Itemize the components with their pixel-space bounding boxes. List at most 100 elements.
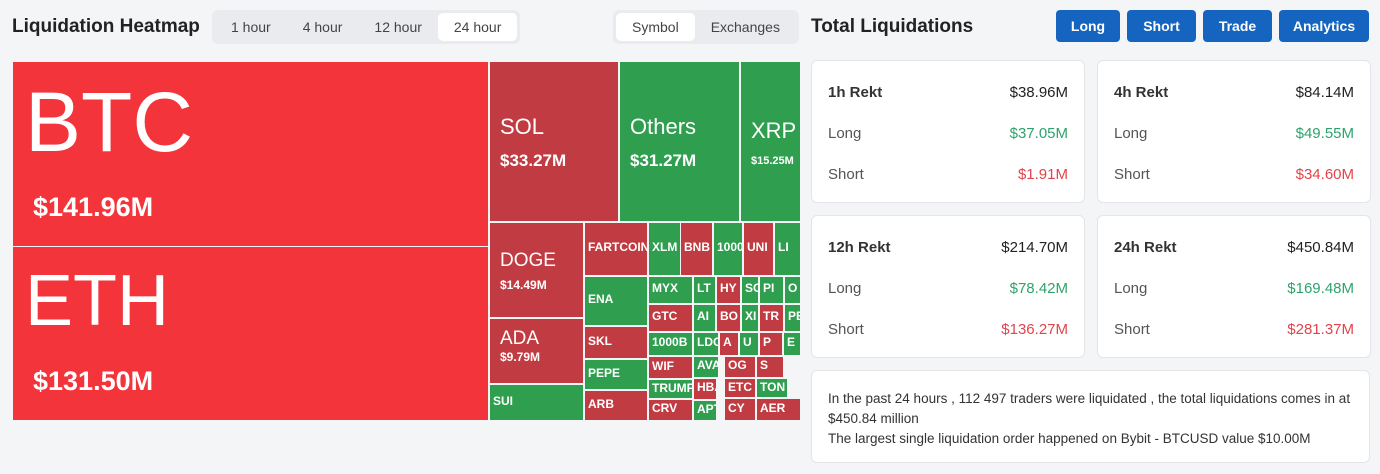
view-tab[interactable]: Exchanges bbox=[710, 19, 780, 35]
note-line: The largest single liquidation order hap… bbox=[828, 431, 1311, 446]
heatmap-tile[interactable]: E bbox=[784, 333, 800, 355]
heatmap-tile[interactable]: A bbox=[720, 333, 738, 355]
heatmap-tile[interactable]: TR bbox=[760, 305, 783, 331]
tile-label: E bbox=[787, 335, 796, 349]
heatmap-tile[interactable]: AI bbox=[694, 305, 715, 331]
heatmap-tile[interactable]: AVA bbox=[694, 357, 718, 377]
heatmap-tile[interactable]: BTC $141.96M bbox=[13, 62, 488, 246]
tile-label: ARB bbox=[588, 396, 614, 411]
tile-label: XLM bbox=[652, 240, 678, 254]
card-row: Short $136.27M bbox=[828, 321, 1068, 338]
heatmap-tile[interactable]: PE bbox=[785, 305, 800, 331]
tile-value: $131.50M bbox=[33, 366, 154, 396]
heatmap-tile[interactable]: PEPE bbox=[585, 360, 647, 389]
heatmap-tile[interactable]: BNB bbox=[681, 223, 712, 275]
row-value: $84.14M bbox=[1295, 84, 1354, 101]
rekt-card: 24h Rekt $450.84M Long $169.48M Short $281.37… bbox=[1097, 215, 1371, 358]
heatmap-tile[interactable]: TON bbox=[757, 379, 787, 397]
heatmap-tile[interactable]: AER bbox=[757, 399, 800, 420]
time-tab[interactable]: 24 hour bbox=[437, 13, 518, 41]
tile-label: AER bbox=[760, 400, 786, 415]
tile-label: BTC bbox=[25, 75, 193, 169]
tile-value: $9.79M bbox=[500, 350, 541, 364]
card-row: 12h Rekt $214.70M bbox=[828, 239, 1068, 256]
tile-label: XI bbox=[745, 309, 757, 323]
view-tabs: Symbol Exchanges bbox=[613, 10, 799, 44]
row-label: Short bbox=[1114, 321, 1150, 338]
tile-label: ENA bbox=[588, 292, 614, 306]
heatmap-tile[interactable]: Others $31.27M bbox=[620, 62, 739, 221]
tile-label: GTC bbox=[652, 309, 678, 323]
heatmap-tile[interactable]: WIF bbox=[649, 357, 692, 378]
heatmap-tile[interactable]: XLM bbox=[649, 223, 680, 275]
heatmap-tile[interactable]: BO bbox=[717, 305, 740, 331]
heatmap-tile[interactable]: ETC bbox=[725, 379, 755, 397]
row-value: $34.60M bbox=[1295, 166, 1354, 183]
heatmap-tile[interactable]: APT bbox=[694, 401, 716, 420]
row-value: $49.55M bbox=[1295, 125, 1354, 142]
heatmap-tile[interactable]: SKL bbox=[585, 327, 647, 358]
heatmap-tile[interactable]: ADA $9.79M bbox=[490, 319, 583, 383]
heatmap-tile[interactable]: XRP $15.25M bbox=[741, 62, 800, 221]
heatmap-tile[interactable]: TRUMP bbox=[649, 380, 692, 398]
heatmap-tile[interactable]: FARTCOIN bbox=[585, 223, 647, 275]
heatmap-tile[interactable]: GTC bbox=[649, 305, 692, 331]
treemap: BTC $141.96M ETH $131.50M SOL $33.27M Others $3… bbox=[13, 62, 800, 420]
row-label: Long bbox=[1114, 280, 1148, 297]
heatmap-tile[interactable]: MYX bbox=[649, 277, 692, 303]
tile-label: DOGE bbox=[500, 250, 556, 271]
heatmap-tile[interactable]: U bbox=[740, 333, 758, 355]
heatmap-tile[interactable]: HY bbox=[717, 277, 740, 303]
tile-label: TRUMP bbox=[652, 381, 692, 395]
tile-label: OG bbox=[728, 358, 747, 372]
tile-label: MYX bbox=[652, 281, 679, 295]
heatmap-tile[interactable]: CRV bbox=[649, 400, 692, 420]
row-label: Long bbox=[828, 125, 862, 142]
tile-label: BNB bbox=[684, 240, 710, 254]
heatmap-tile[interactable]: DOGE $14.49M bbox=[490, 223, 583, 317]
heatmap-tile[interactable]: PI bbox=[760, 277, 783, 303]
tile-value: $141.96M bbox=[33, 192, 154, 222]
card-row: Long $169.48M bbox=[1114, 280, 1354, 297]
heatmap-tile[interactable]: XI bbox=[742, 305, 758, 331]
card-row: Long $49.55M bbox=[1114, 125, 1354, 142]
heatmap-tile[interactable]: 1000 bbox=[714, 223, 742, 275]
summary-note: In the past 24 hours , 112 497 traders w… bbox=[811, 370, 1370, 463]
nav-button[interactable]: Analytics bbox=[1279, 10, 1369, 42]
heatmap-tile[interactable]: LDO bbox=[694, 333, 718, 355]
view-tab[interactable]: Symbol bbox=[616, 13, 695, 41]
row-label: Short bbox=[828, 166, 864, 183]
heatmap-tile[interactable]: S bbox=[757, 357, 783, 377]
tile-value: $31.27M bbox=[630, 151, 697, 170]
nav-button[interactable]: Long bbox=[1056, 10, 1120, 42]
tile-label: UNI bbox=[747, 240, 768, 254]
heatmap-tile[interactable]: LI bbox=[775, 223, 800, 275]
tile-label: O bbox=[788, 281, 798, 295]
heatmap-tile[interactable]: SOL $33.27M bbox=[490, 62, 618, 221]
card-row: Short $34.60M bbox=[1114, 166, 1354, 183]
heatmap-tile[interactable]: P bbox=[760, 333, 782, 355]
time-tab[interactable]: 4 hour bbox=[302, 19, 343, 35]
heatmap-tile[interactable]: SUI bbox=[490, 385, 583, 420]
tile-label: LT bbox=[697, 281, 711, 295]
heatmap-tile[interactable]: ETH $131.50M bbox=[13, 247, 488, 420]
heatmap-tile[interactable]: HBA bbox=[694, 379, 716, 399]
heatmap-tile[interactable]: 1000B bbox=[649, 333, 692, 355]
heatmap-tile[interactable]: CY bbox=[725, 399, 755, 420]
nav-button[interactable]: Short bbox=[1127, 10, 1196, 42]
heatmap-tile[interactable]: LT bbox=[694, 277, 715, 303]
tile-label: Others bbox=[630, 114, 697, 139]
rekt-card: 1h Rekt $38.96M Long $37.05M Short $1.91M bbox=[811, 60, 1085, 203]
nav-button[interactable]: Trade bbox=[1203, 10, 1272, 42]
heatmap-tile[interactable]: OG bbox=[725, 357, 755, 377]
row-value: $1.91M bbox=[1017, 166, 1068, 183]
heatmap-tile[interactable]: ENA bbox=[585, 277, 647, 325]
heatmap-tile[interactable]: ARB bbox=[585, 391, 647, 420]
heatmap-tile[interactable]: UNI bbox=[744, 223, 773, 275]
row-value: $37.05M bbox=[1009, 125, 1068, 142]
time-tab[interactable]: 12 hour bbox=[374, 19, 422, 35]
tile-label: HY bbox=[720, 281, 737, 295]
heatmap-tile[interactable]: SC bbox=[742, 277, 758, 303]
time-tab[interactable]: 1 hour bbox=[231, 19, 271, 35]
heatmap-tile[interactable]: O bbox=[785, 277, 800, 303]
